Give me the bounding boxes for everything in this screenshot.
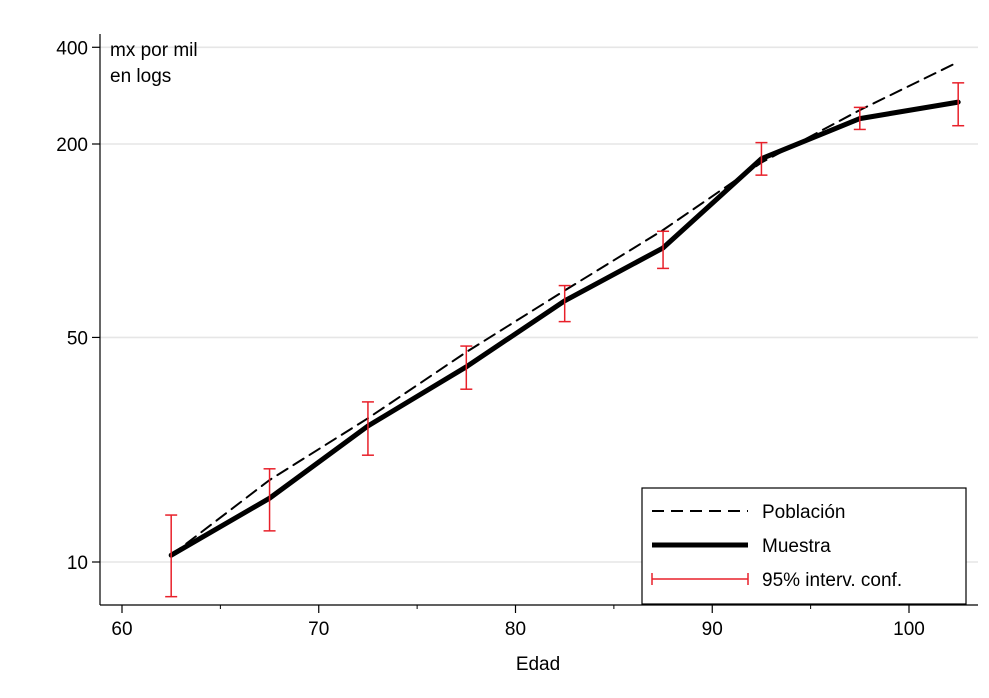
ci-error-bar	[657, 230, 670, 270]
legend-label-poblacion: Población	[762, 502, 845, 523]
legend-label-muestra: Muestra	[762, 536, 831, 557]
ci-error-bar	[460, 345, 473, 390]
x-tick-label: 90	[702, 619, 723, 640]
ci-error-bar	[853, 106, 866, 131]
y-tick-label: 200	[56, 135, 88, 156]
x-tick-label: 60	[111, 619, 132, 640]
legend-label-ci: 95% interv. conf.	[762, 570, 902, 591]
x-tick-label: 80	[505, 619, 526, 640]
legend-swatch-ci	[651, 573, 749, 585]
legend: Población Muestra 95% interv. conf.	[641, 487, 967, 605]
ci-error-bar	[558, 284, 571, 323]
y-tick-label: 50	[67, 328, 88, 349]
axes-layer: 10 50 200 400 60 70 80 90 100	[56, 34, 978, 640]
y-axis-label: mx por mil en logs	[110, 40, 198, 87]
ci-error-bar	[952, 82, 965, 127]
y-tick-label: 10	[67, 553, 88, 574]
ci-error-bar	[165, 514, 178, 598]
x-axis-label: Edad	[516, 654, 560, 675]
x-tick-label: 100	[893, 619, 925, 640]
ci-error-bar	[755, 141, 768, 176]
y-tick-label: 400	[56, 38, 88, 59]
y-axis-label-line-2: en logs	[110, 66, 171, 87]
x-tick-label: 70	[308, 619, 329, 640]
ci-error-bar	[361, 401, 374, 456]
ci-layer	[165, 82, 965, 598]
ci-error-bar	[263, 468, 276, 532]
y-axis-label-line-1: mx por mil	[110, 40, 198, 61]
